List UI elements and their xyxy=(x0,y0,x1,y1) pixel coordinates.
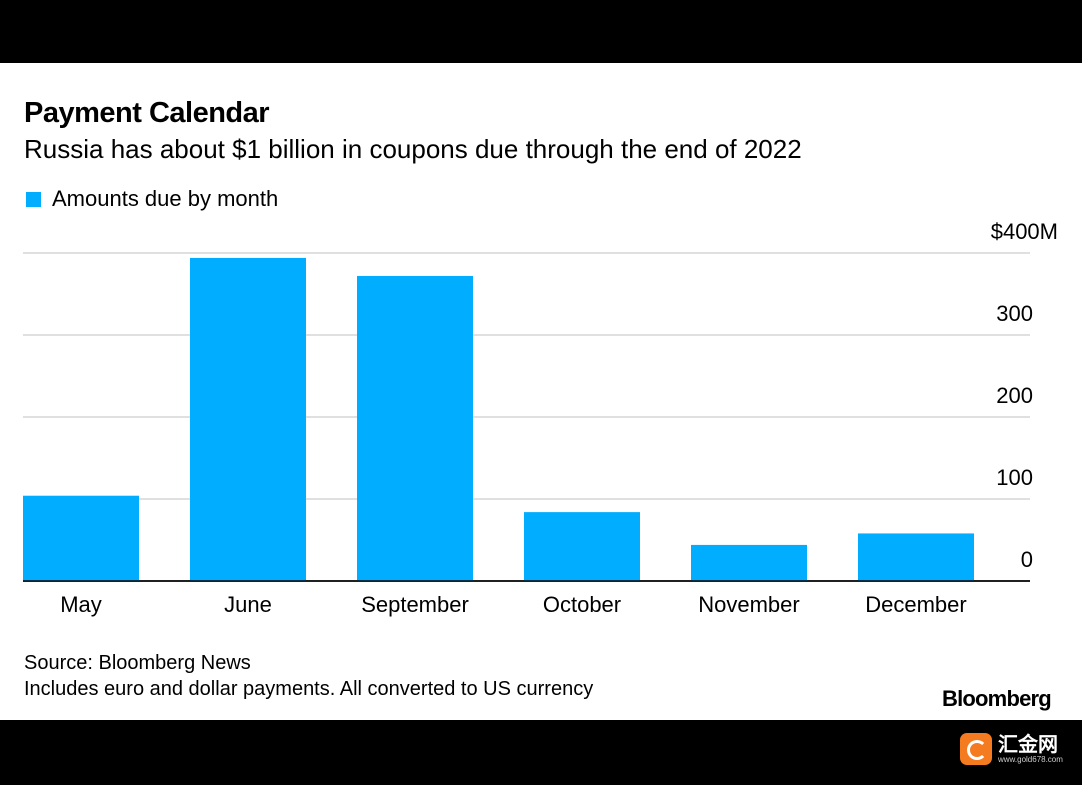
chart-subtitle: Russia has about $1 billion in coupons d… xyxy=(24,134,802,164)
footnote: Includes euro and dollar payments. All c… xyxy=(24,678,594,700)
watermark: 汇金网 www.gold678.com xyxy=(960,729,1068,769)
legend: Amounts due by month xyxy=(26,186,278,212)
bloomberg-logo: Bloomberg xyxy=(942,686,1052,711)
y-tick-label: 0 xyxy=(1021,547,1033,572)
bar-october xyxy=(524,512,640,581)
bar-september xyxy=(357,275,473,581)
bar-june xyxy=(190,257,306,581)
x-tick-label: May xyxy=(60,592,102,617)
x-tick-label: October xyxy=(543,592,621,617)
y-tick-label: 300 xyxy=(996,301,1033,326)
y-tick-label: $400M xyxy=(991,219,1058,244)
bar-december xyxy=(858,533,974,581)
y-tick-label: 200 xyxy=(996,383,1033,408)
bar-november xyxy=(691,544,807,581)
bar-may xyxy=(23,495,139,581)
x-tick-label: December xyxy=(865,592,966,617)
legend-label: Amounts due by month xyxy=(52,186,279,211)
x-tick-label: June xyxy=(224,592,272,617)
x-tick-label: September xyxy=(361,592,469,617)
chart-card xyxy=(0,63,1082,720)
watermark-url: www.gold678.com xyxy=(998,755,1063,764)
watermark-logo-icon xyxy=(960,733,992,765)
watermark-name: 汇金网 xyxy=(998,732,1058,756)
x-tick-label: November xyxy=(698,592,799,617)
chart-title: Payment Calendar xyxy=(24,97,270,129)
source-note: Source: Bloomberg News xyxy=(24,652,251,674)
legend-swatch xyxy=(26,191,41,207)
y-tick-label: 100 xyxy=(996,465,1033,490)
